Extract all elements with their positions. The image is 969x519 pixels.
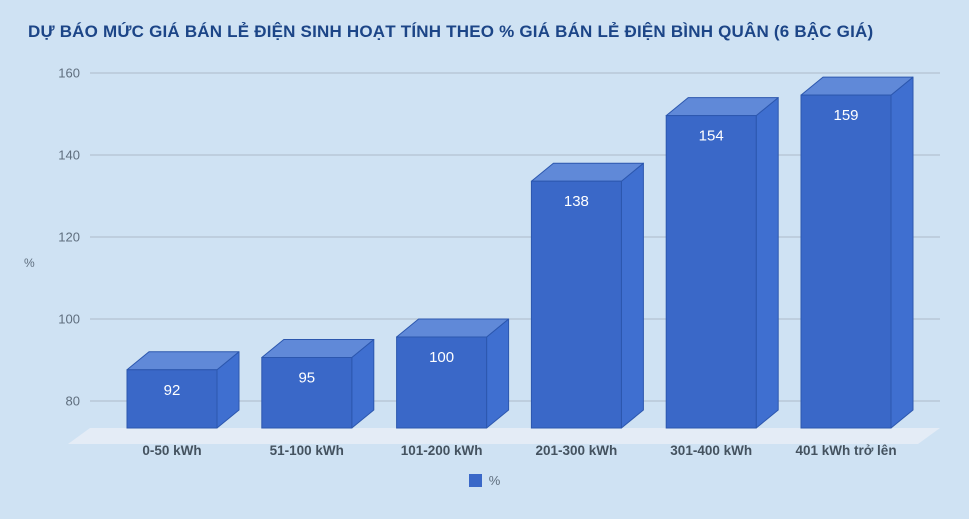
bar-front-face xyxy=(530,180,622,429)
bar-front-face xyxy=(800,94,892,429)
y-axis-title: % xyxy=(24,256,35,270)
legend-label: % xyxy=(488,473,501,488)
bar-side-face xyxy=(486,318,510,429)
y-tick-label: 120 xyxy=(58,230,80,245)
bar-value-label: 100 xyxy=(429,349,454,366)
bar[interactable]: 138 xyxy=(530,162,644,429)
bar-front-face xyxy=(261,357,353,429)
bar[interactable]: 154 xyxy=(665,97,779,429)
bar[interactable]: 100 xyxy=(396,318,510,429)
chart-floor xyxy=(68,428,940,444)
bar[interactable]: 92 xyxy=(126,351,240,429)
x-category-label: 101-200 kWh xyxy=(401,443,483,458)
bar-side-face xyxy=(890,76,914,429)
bar-value-label: 138 xyxy=(564,193,589,210)
bar-front-face xyxy=(126,369,218,429)
legend: % xyxy=(0,473,969,488)
bar-side-face xyxy=(755,97,779,429)
bar-front-face xyxy=(665,115,757,429)
x-category-label: 51-100 kWh xyxy=(270,443,344,458)
bar[interactable]: 95 xyxy=(261,339,375,429)
bar-front-face xyxy=(396,336,488,429)
bar-value-label: 95 xyxy=(298,370,315,387)
y-tick-label: 140 xyxy=(58,148,80,163)
bar-value-label: 159 xyxy=(833,107,858,124)
y-tick-label: 80 xyxy=(66,394,80,409)
bar[interactable]: 159 xyxy=(800,76,914,429)
y-tick-label: 100 xyxy=(58,312,80,327)
x-category-label: 301-400 kWh xyxy=(670,443,752,458)
bar-value-label: 154 xyxy=(699,128,724,145)
bar-side-face xyxy=(620,162,644,429)
x-category-label: 201-300 kWh xyxy=(536,443,618,458)
y-tick-label: 160 xyxy=(58,66,80,81)
x-category-label: 401 kWh trở lên xyxy=(795,443,896,458)
x-category-label: 0-50 kWh xyxy=(142,443,201,458)
chart-title: DỰ BÁO MỨC GIÁ BÁN LẺ ĐIỆN SINH HOẠT TÍN… xyxy=(28,22,874,41)
bar-value-label: 92 xyxy=(164,382,181,399)
legend-swatch xyxy=(468,474,482,487)
